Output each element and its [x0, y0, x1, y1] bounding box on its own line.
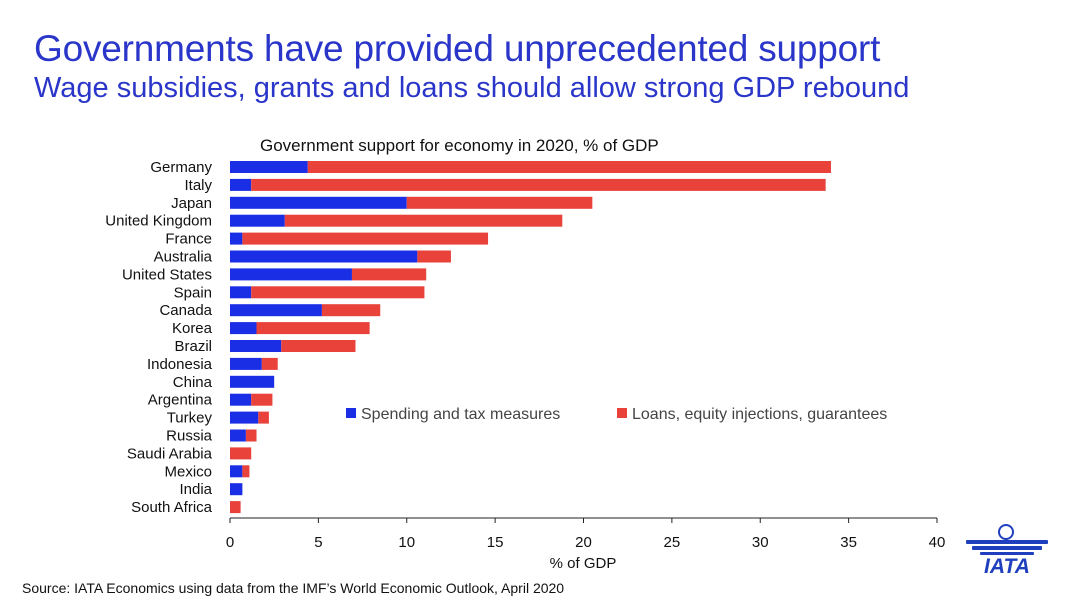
category-label: Korea — [172, 320, 213, 337]
category-label: Indonesia — [147, 356, 213, 373]
bar-loans — [284, 214, 563, 227]
bar-spending — [230, 250, 418, 263]
x-tick-label: 25 — [664, 534, 681, 551]
x-tick-label: 0 — [226, 534, 234, 551]
bar-spending — [230, 393, 252, 406]
logo-text: IATA — [984, 555, 1030, 575]
legend-label: Loans, equity injections, guarantees — [632, 406, 887, 423]
bar-loans — [406, 196, 593, 209]
bar-loans — [256, 322, 370, 335]
bar-loans — [261, 357, 278, 370]
bar-spending — [230, 178, 252, 191]
x-tick-label: 40 — [929, 534, 946, 551]
category-label: India — [179, 481, 212, 498]
bar-loans — [230, 501, 241, 514]
category-label: Japan — [171, 195, 212, 212]
bar-loans — [251, 393, 273, 406]
bar-spending — [230, 375, 275, 388]
bar-spending — [230, 232, 243, 245]
bar-loans — [307, 161, 831, 173]
category-label: United Kingdom — [105, 213, 212, 230]
bar-loans — [245, 429, 257, 442]
bar-spending — [230, 357, 262, 370]
bar-spending — [230, 196, 407, 209]
bar-loans — [281, 340, 356, 352]
bar-loans — [351, 268, 427, 281]
bar-spending — [230, 429, 246, 442]
bars-group — [230, 161, 831, 514]
source-note: Source: IATA Economics using data from t… — [22, 580, 565, 596]
category-label: China — [173, 374, 213, 391]
bar-spending — [230, 286, 252, 299]
bar-spending — [230, 161, 308, 173]
x-tick-label: 15 — [487, 534, 504, 551]
category-label: Brazil — [174, 338, 212, 355]
bar-loans — [321, 304, 381, 317]
globe-wings-icon: IATA — [966, 524, 1048, 575]
x-tick-label: 5 — [314, 534, 322, 551]
category-label: Canada — [159, 302, 212, 319]
category-label: Italy — [184, 177, 212, 194]
bar-loans — [230, 447, 252, 460]
category-label: Germany — [150, 159, 212, 176]
bar-spending — [230, 304, 322, 317]
category-label: Russia — [166, 428, 213, 445]
category-label: Mexico — [164, 463, 212, 480]
page-subtitle: Wage subsidies, grants and loans should … — [34, 72, 910, 104]
category-label: United States — [122, 266, 212, 283]
bar-spending — [230, 483, 243, 496]
page-title: Governments have provided unprecedented … — [34, 28, 881, 69]
bar-loans — [251, 178, 826, 191]
bar-loans — [258, 411, 269, 424]
chart-title: Government support for economy in 2020, … — [260, 136, 659, 155]
x-tick-label: 30 — [752, 534, 769, 551]
category-label: South Africa — [131, 499, 213, 516]
category-label: Spain — [174, 284, 212, 301]
legend-label: Spending and tax measures — [361, 406, 560, 423]
legend: Spending and tax measures Loans, equity i… — [346, 406, 887, 423]
category-label: France — [165, 231, 212, 248]
x-tick-label: 35 — [840, 534, 857, 551]
category-label: Australia — [154, 249, 213, 266]
bar-loans — [417, 250, 451, 263]
x-axis-title: % of GDP — [550, 555, 617, 572]
bar-spending — [230, 322, 257, 335]
bar-loans — [251, 286, 425, 299]
category-label: Turkey — [167, 410, 213, 427]
legend-swatch — [617, 408, 627, 418]
x-tick-label: 20 — [575, 534, 592, 551]
x-tick-label: 10 — [398, 534, 415, 551]
bar-spending — [230, 411, 259, 424]
x-axis-ticks: 0 5 10 15 20 25 30 35 40 — [226, 518, 946, 551]
bar-spending — [230, 340, 282, 352]
bar-spending — [230, 214, 285, 227]
legend-swatch — [346, 408, 356, 418]
bar-spending — [230, 465, 243, 478]
category-label: Argentina — [148, 392, 213, 409]
bar-spending — [230, 268, 352, 281]
bar-loans — [242, 232, 489, 245]
category-label: Saudi Arabia — [127, 445, 213, 462]
bar-loans — [242, 465, 250, 478]
